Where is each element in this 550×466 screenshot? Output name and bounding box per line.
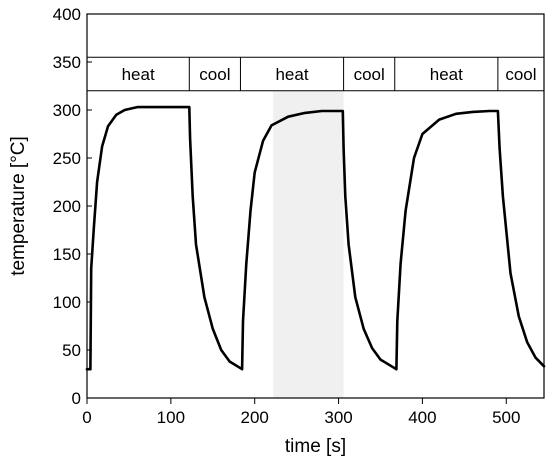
phase-label-heat: heat	[275, 65, 308, 84]
phase-label-cool: cool	[354, 65, 385, 84]
axes: 0 50 100 150 200 250 300 350 400 0 100 200 300 400 500	[53, 5, 545, 427]
x-tick-label: 0	[82, 408, 91, 427]
x-tick-label: 100	[157, 408, 185, 427]
x-tick-label: 300	[324, 408, 352, 427]
phase-label-cool: cool	[199, 65, 230, 84]
y-tick-label: 0	[72, 389, 81, 408]
y-tick-label: 300	[53, 101, 81, 120]
phase-label-heat: heat	[430, 65, 463, 84]
x-tick-label: 500	[492, 408, 520, 427]
x-axis-label: time [s]	[285, 436, 346, 457]
highlight-band-layer	[273, 90, 344, 399]
y-axis-label: temperature [°C]	[8, 136, 29, 276]
y-tick-label: 150	[53, 245, 81, 264]
phase-label-heat: heat	[122, 65, 155, 84]
y-tick-label: 350	[53, 53, 81, 72]
phase-band: heat cool heat cool heat cool	[87, 56, 544, 92]
y-tick-label: 50	[62, 341, 81, 360]
series-line-0	[85, 105, 546, 371]
x-tick-label: 400	[408, 408, 436, 427]
x-tick-label: 200	[241, 408, 269, 427]
series-layer	[85, 105, 546, 371]
y-tick-label: 250	[53, 149, 81, 168]
phase-label-cool: cool	[505, 65, 536, 84]
y-tick-label: 100	[53, 293, 81, 312]
y-tick-label: 200	[53, 197, 81, 216]
y-tick-label: 400	[53, 5, 81, 24]
highlight-band	[273, 90, 344, 399]
